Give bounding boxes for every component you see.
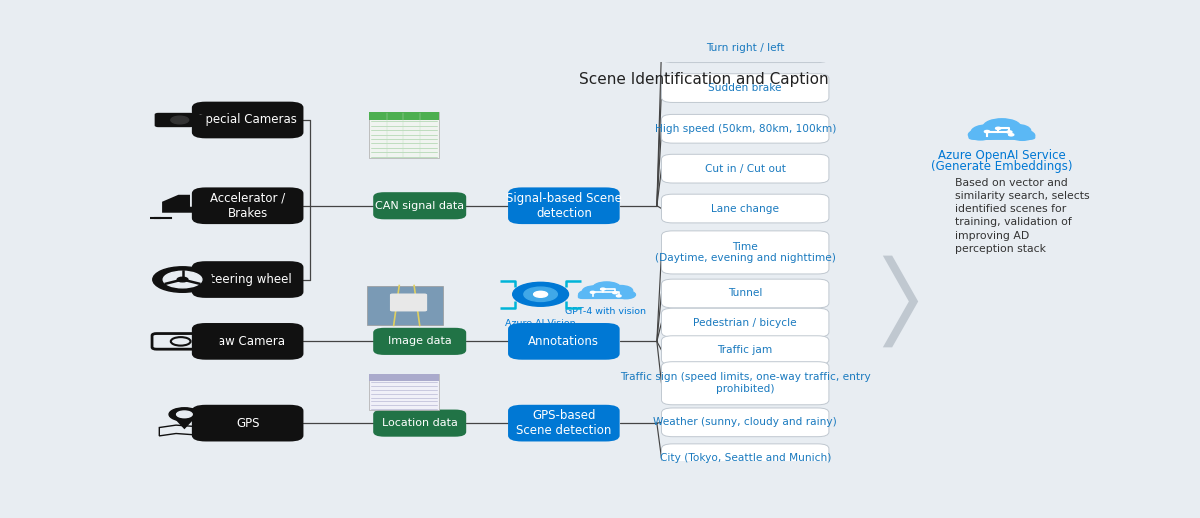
Circle shape bbox=[608, 285, 632, 296]
Circle shape bbox=[1010, 130, 1034, 140]
FancyBboxPatch shape bbox=[390, 294, 427, 311]
Text: Azure OpenAI Service: Azure OpenAI Service bbox=[938, 149, 1066, 162]
FancyBboxPatch shape bbox=[367, 285, 443, 325]
Text: Pedestrian / bicycle: Pedestrian / bicycle bbox=[694, 318, 797, 327]
Circle shape bbox=[613, 292, 617, 294]
FancyBboxPatch shape bbox=[192, 261, 304, 298]
FancyBboxPatch shape bbox=[661, 336, 829, 365]
FancyBboxPatch shape bbox=[373, 328, 466, 355]
Text: Azure AI Vision: Azure AI Vision bbox=[505, 320, 576, 328]
Polygon shape bbox=[883, 255, 918, 348]
FancyBboxPatch shape bbox=[661, 114, 829, 143]
Text: GPT-4 with vision: GPT-4 with vision bbox=[565, 308, 647, 316]
FancyBboxPatch shape bbox=[155, 113, 193, 127]
Text: Lane change: Lane change bbox=[712, 204, 779, 213]
FancyBboxPatch shape bbox=[192, 188, 304, 224]
Text: Special Cameras: Special Cameras bbox=[198, 113, 298, 126]
Circle shape bbox=[512, 282, 569, 306]
FancyBboxPatch shape bbox=[370, 112, 439, 120]
Circle shape bbox=[169, 408, 199, 421]
Circle shape bbox=[590, 291, 595, 293]
Text: Turn right / left: Turn right / left bbox=[706, 43, 785, 53]
FancyBboxPatch shape bbox=[370, 112, 439, 158]
Circle shape bbox=[534, 291, 547, 297]
Text: Accelerator /
Brakes: Accelerator / Brakes bbox=[210, 192, 286, 220]
FancyBboxPatch shape bbox=[661, 408, 829, 437]
Circle shape bbox=[983, 119, 1020, 135]
Circle shape bbox=[593, 282, 620, 294]
FancyBboxPatch shape bbox=[370, 374, 439, 410]
Circle shape bbox=[1008, 134, 1014, 136]
Text: GPS-based
Scene detection: GPS-based Scene detection bbox=[516, 409, 612, 437]
Text: Location data: Location data bbox=[382, 418, 457, 428]
FancyBboxPatch shape bbox=[192, 323, 304, 359]
FancyBboxPatch shape bbox=[661, 362, 829, 405]
Text: Scene Identification and Caption: Scene Identification and Caption bbox=[578, 72, 828, 87]
FancyBboxPatch shape bbox=[661, 194, 829, 223]
Text: CAN signal data: CAN signal data bbox=[376, 201, 464, 211]
Circle shape bbox=[617, 291, 636, 299]
FancyBboxPatch shape bbox=[661, 74, 829, 103]
Text: Time
(Daytime, evening and nighttime): Time (Daytime, evening and nighttime) bbox=[655, 241, 835, 263]
FancyBboxPatch shape bbox=[578, 293, 629, 299]
FancyBboxPatch shape bbox=[661, 279, 829, 308]
Text: City (Tokyo, Seattle and Munich): City (Tokyo, Seattle and Munich) bbox=[660, 453, 830, 463]
Text: Traffic jam: Traffic jam bbox=[718, 345, 773, 355]
Circle shape bbox=[617, 295, 622, 297]
FancyBboxPatch shape bbox=[370, 374, 439, 381]
Circle shape bbox=[176, 411, 192, 418]
Circle shape bbox=[968, 130, 992, 140]
Text: Raw Camera: Raw Camera bbox=[210, 335, 286, 348]
Polygon shape bbox=[193, 113, 206, 126]
Text: High speed (50km, 80km, 100km): High speed (50km, 80km, 100km) bbox=[654, 124, 836, 134]
Circle shape bbox=[984, 131, 990, 133]
Text: Signal-based Scene
detection: Signal-based Scene detection bbox=[506, 192, 622, 220]
Circle shape bbox=[1001, 124, 1031, 137]
Text: Annotations: Annotations bbox=[528, 335, 599, 348]
FancyBboxPatch shape bbox=[508, 323, 619, 359]
Circle shape bbox=[1007, 131, 1012, 133]
FancyBboxPatch shape bbox=[661, 231, 829, 274]
Circle shape bbox=[971, 125, 1004, 139]
FancyBboxPatch shape bbox=[508, 405, 619, 441]
Circle shape bbox=[524, 287, 557, 301]
Circle shape bbox=[578, 290, 598, 298]
Text: Traffic sign (speed limits, one-way traffic, entry
prohibited): Traffic sign (speed limits, one-way traf… bbox=[620, 372, 870, 394]
Text: Cut in / Cut out: Cut in / Cut out bbox=[704, 164, 786, 174]
Text: Tunnel: Tunnel bbox=[728, 289, 762, 298]
FancyBboxPatch shape bbox=[661, 308, 829, 337]
Text: Steering wheel: Steering wheel bbox=[203, 273, 292, 286]
FancyBboxPatch shape bbox=[373, 410, 466, 437]
FancyBboxPatch shape bbox=[968, 133, 1036, 140]
Polygon shape bbox=[162, 195, 209, 213]
FancyBboxPatch shape bbox=[192, 405, 304, 441]
Text: (Generate Embeddings): (Generate Embeddings) bbox=[931, 160, 1073, 174]
Text: Image data: Image data bbox=[388, 336, 451, 347]
Text: Weather (sunny, cloudy and rainy): Weather (sunny, cloudy and rainy) bbox=[653, 418, 838, 427]
FancyBboxPatch shape bbox=[508, 188, 619, 224]
Text: Sudden brake: Sudden brake bbox=[708, 83, 782, 93]
Circle shape bbox=[582, 286, 607, 296]
FancyBboxPatch shape bbox=[661, 154, 829, 183]
FancyBboxPatch shape bbox=[373, 192, 466, 219]
FancyBboxPatch shape bbox=[661, 34, 829, 63]
FancyBboxPatch shape bbox=[192, 102, 304, 138]
Circle shape bbox=[996, 127, 1001, 130]
FancyBboxPatch shape bbox=[661, 444, 829, 472]
Polygon shape bbox=[173, 418, 196, 429]
Circle shape bbox=[600, 288, 605, 290]
Text: Based on vector and
similarity search, selects
identified scenes for
training, v: Based on vector and similarity search, s… bbox=[955, 178, 1090, 254]
Polygon shape bbox=[204, 333, 220, 350]
Text: GPS: GPS bbox=[236, 416, 259, 429]
Circle shape bbox=[163, 271, 202, 288]
Circle shape bbox=[178, 277, 188, 282]
Circle shape bbox=[152, 267, 212, 292]
Circle shape bbox=[170, 116, 188, 124]
